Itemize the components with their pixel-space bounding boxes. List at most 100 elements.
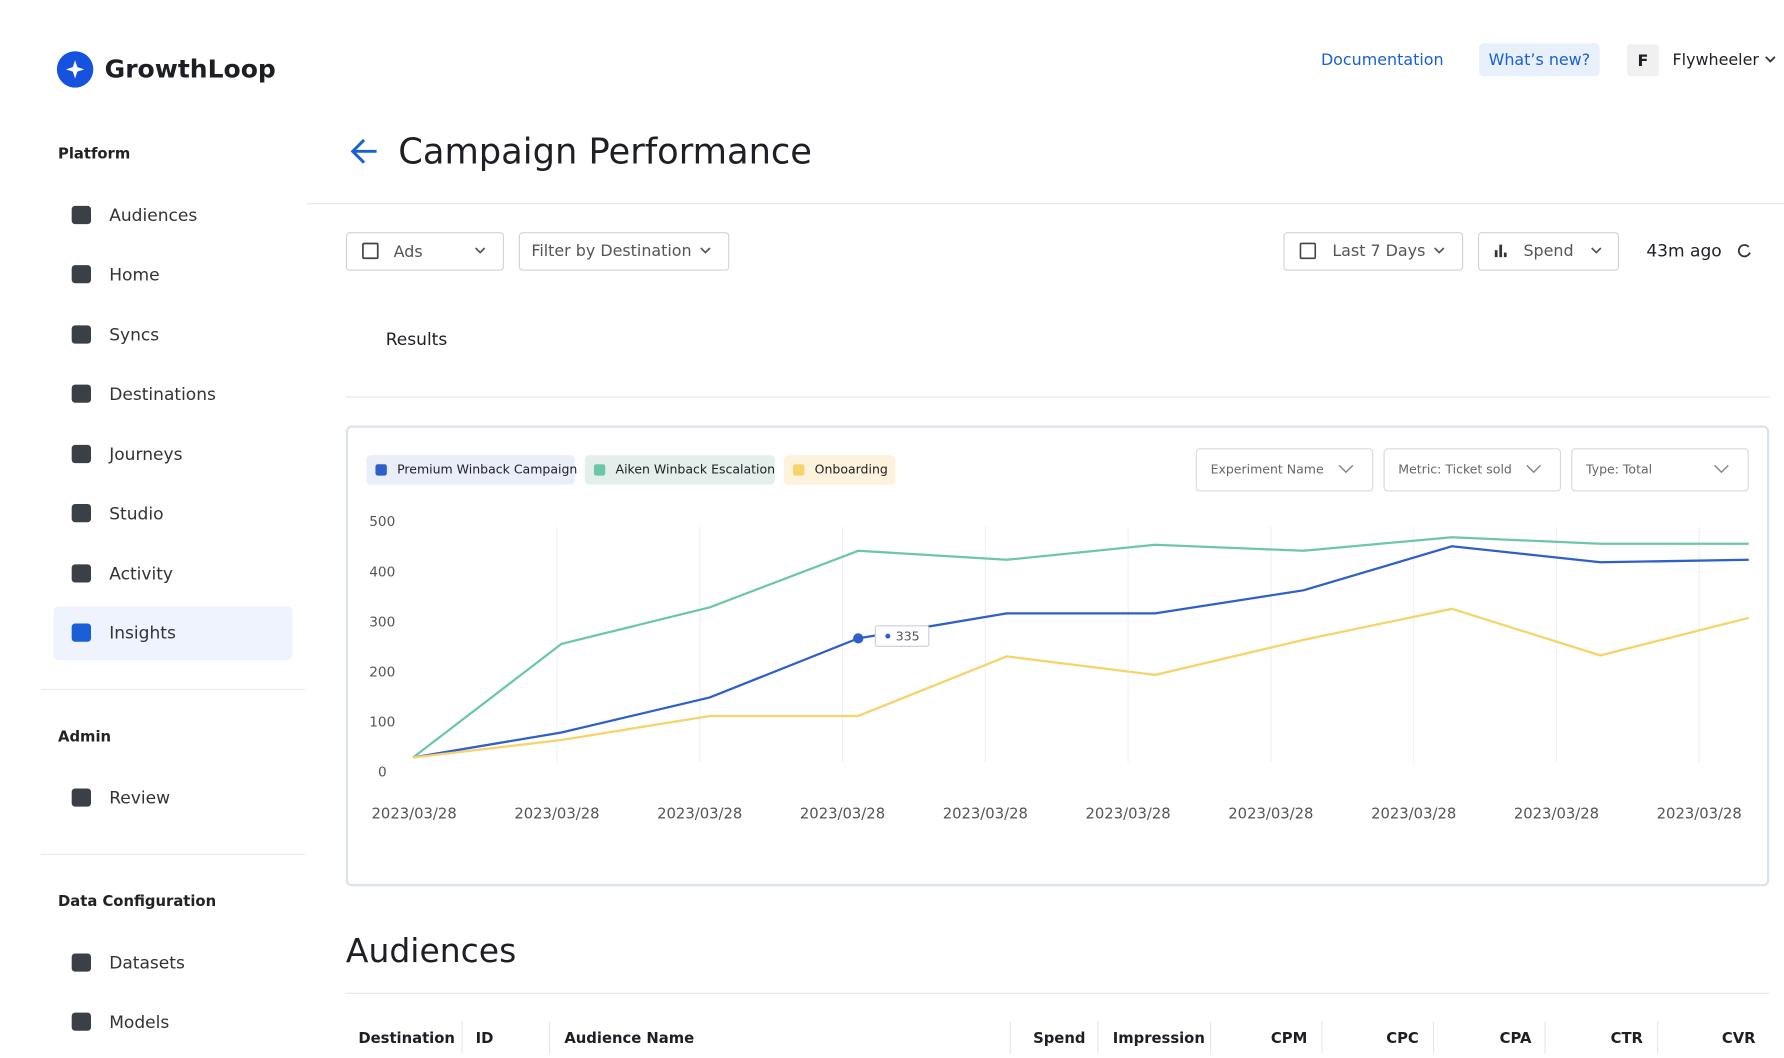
metric-text: Spend xyxy=(1523,241,1573,260)
tooltip xyxy=(874,625,930,647)
nav-icon xyxy=(71,953,92,972)
date-text: Last 7 Days xyxy=(1332,241,1425,260)
x-tick-label: 2023/03/28 xyxy=(800,806,885,823)
nav-item[interactable]: Destinations xyxy=(109,385,216,405)
active-item-bg xyxy=(53,606,293,660)
column-header: Audience Name xyxy=(564,1030,694,1047)
section-title: Audiences xyxy=(346,931,516,970)
y-tick-label: 500 xyxy=(369,514,395,530)
nav-icon xyxy=(71,564,92,583)
legend-label: Aiken Winback Escalation xyxy=(616,461,776,476)
x-tick-label: 2023/03/28 xyxy=(1228,806,1313,823)
chevron xyxy=(700,247,711,254)
chart-filter[interactable] xyxy=(1383,448,1562,492)
tooltip-leader xyxy=(858,635,876,639)
chart-filter-text: Type: Total xyxy=(1585,461,1652,476)
ads-icon xyxy=(362,242,379,260)
series-line xyxy=(412,545,1749,759)
chevron xyxy=(1591,247,1602,254)
x-tick-label: 2023/03/28 xyxy=(1514,806,1599,823)
updated-text: 43m ago xyxy=(1646,241,1721,261)
page-title: Campaign Performance xyxy=(398,132,812,173)
chevron xyxy=(474,247,486,254)
x-tick-label: 2023/03/28 xyxy=(514,806,599,823)
metric-icon xyxy=(1494,244,1507,258)
x-tick-label: 2023/03/28 xyxy=(1371,806,1456,823)
date-dropdown[interactable] xyxy=(1283,232,1464,271)
chevron xyxy=(1434,247,1445,254)
y-tick-label: 0 xyxy=(378,765,387,781)
y-tick-label: 400 xyxy=(369,564,395,580)
nav-item[interactable]: Audiences xyxy=(109,206,197,226)
nav-item[interactable]: Home xyxy=(109,265,159,285)
column-header: ID xyxy=(476,1030,494,1047)
destination-text: Filter by Destination xyxy=(531,241,691,260)
series-line xyxy=(412,536,1749,759)
x-tick-label: 2023/03/28 xyxy=(943,806,1028,823)
whats-new-text: What’s new? xyxy=(1489,50,1591,69)
chart-filter[interactable] xyxy=(1571,448,1749,492)
x-tick-label: 2023/03/28 xyxy=(372,806,457,823)
legend-chip[interactable] xyxy=(783,455,896,485)
legend-label: Premium Winback Campaign xyxy=(397,461,577,476)
chevron xyxy=(1714,464,1729,474)
y-tick-label: 300 xyxy=(369,614,395,630)
logo-text: GrowthLoop xyxy=(105,55,276,84)
section-title: Data Configuration xyxy=(58,893,216,910)
nav-icon xyxy=(71,325,92,344)
y-tick-label: 100 xyxy=(369,714,395,730)
ads-dropdown[interactable] xyxy=(345,232,505,271)
nav-item[interactable]: Insights xyxy=(109,624,176,644)
column-header: Impression xyxy=(1113,1030,1205,1047)
nav-item[interactable]: Journeys xyxy=(108,445,182,465)
column-header: CPC xyxy=(1386,1030,1419,1047)
logo-star xyxy=(65,60,85,79)
nav-icon xyxy=(71,504,92,523)
x-tick-label: 2023/03/28 xyxy=(1085,806,1170,823)
column-header: CVR xyxy=(1722,1030,1756,1047)
nav-icon xyxy=(71,1012,92,1031)
nav-item[interactable]: Review xyxy=(109,789,170,809)
nav-icon xyxy=(71,205,92,225)
x-tick-label: 2023/03/28 xyxy=(1657,806,1742,823)
ads-text: Ads xyxy=(394,242,423,261)
nav-icon xyxy=(71,384,92,403)
legend-label: Onboarding xyxy=(815,461,888,476)
nav-item[interactable]: Activity xyxy=(109,565,173,585)
avatar[interactable] xyxy=(1626,44,1659,77)
calendar-icon xyxy=(1299,242,1317,260)
legend-swatch xyxy=(375,464,387,476)
chart-filter[interactable] xyxy=(1195,448,1374,492)
chart-filter-text: Experiment Name xyxy=(1211,461,1324,476)
documentation-link[interactable]: Documentation xyxy=(1321,50,1444,69)
nav-item[interactable]: Syncs xyxy=(109,326,159,346)
whats-new-button[interactable] xyxy=(1479,43,1600,77)
nav-item[interactable]: Datasets xyxy=(109,954,185,974)
legend-swatch xyxy=(593,464,606,476)
nav-icon xyxy=(71,623,92,642)
chart-filter-text: Metric: Ticket sold xyxy=(1398,461,1512,476)
legend-chip[interactable] xyxy=(366,455,575,485)
x-tick-label: 2023/03/28 xyxy=(657,806,742,823)
section-title: Admin xyxy=(58,728,111,745)
legend-chip[interactable] xyxy=(584,455,775,485)
results-tab[interactable]: Results xyxy=(386,330,448,350)
nav-item[interactable]: Studio xyxy=(109,504,163,524)
nav-icon xyxy=(71,265,92,284)
refresh-icon[interactable] xyxy=(1737,244,1751,258)
section-title: Platform xyxy=(58,146,130,163)
tooltip-value: 335 xyxy=(896,629,920,644)
chevron xyxy=(1338,464,1354,474)
series-line xyxy=(412,607,1750,759)
column-header: CTR xyxy=(1611,1030,1644,1047)
avatar-letter: F xyxy=(1637,51,1648,70)
destination-dropdown[interactable] xyxy=(518,232,730,271)
back-arrow[interactable] xyxy=(350,138,377,164)
column-header: CPM xyxy=(1271,1030,1307,1047)
nav-item[interactable]: Models xyxy=(109,1013,169,1033)
metric-dropdown[interactable] xyxy=(1477,232,1620,271)
user-name[interactable]: Flywheeler xyxy=(1673,50,1760,69)
